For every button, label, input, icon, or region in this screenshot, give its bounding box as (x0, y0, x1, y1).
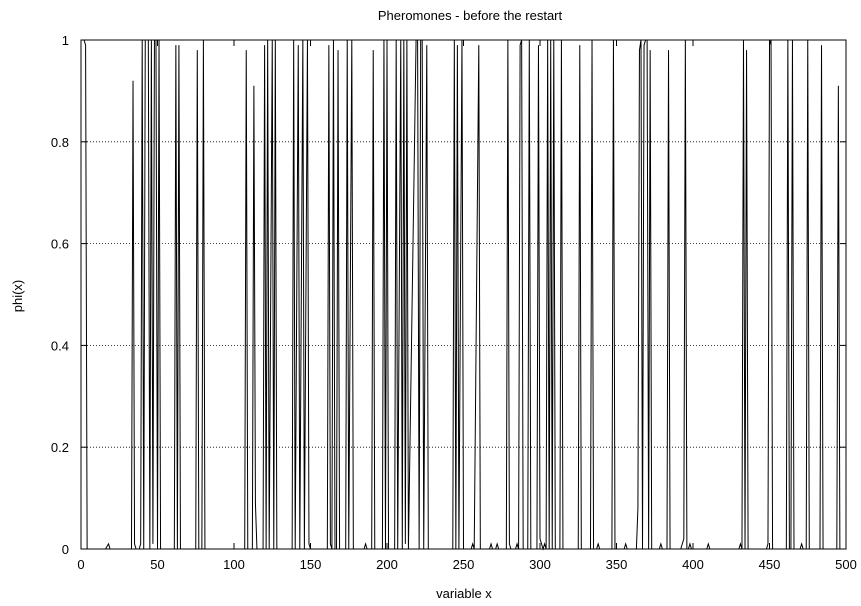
y-tick-label: 0.8 (51, 135, 69, 150)
x-axis-label: variable x (436, 586, 492, 601)
x-tick-label: 150 (300, 557, 322, 572)
x-tick-label: 300 (529, 557, 551, 572)
series-line-0 (81, 39, 846, 551)
y-tick-label: 0.4 (51, 338, 69, 353)
tick-labels: 0 0.2 0.4 0.6 0.8 1 0 50 100 150 200 250 300 350 400 45… (51, 33, 857, 572)
x-tick-label: 100 (223, 557, 245, 572)
x-tick-label: 50 (150, 557, 164, 572)
x-tick-label: 350 (606, 557, 628, 572)
x-tick-label: 200 (376, 557, 398, 572)
series-layer (81, 39, 846, 551)
x-tick-label: 250 (453, 557, 475, 572)
y-tick-label: 0.6 (51, 237, 69, 252)
x-tick-label: 400 (682, 557, 704, 572)
y-tick-label: 0 (62, 542, 69, 557)
x-tick-label: 0 (77, 557, 84, 572)
y-tick-label: 1 (62, 33, 69, 48)
y-tick-label: 0.2 (51, 440, 69, 455)
plot-frame (80, 39, 847, 550)
x-tick-label: 500 (835, 557, 857, 572)
x-tick-label: 450 (759, 557, 781, 572)
chart-title: Pheromones - before the restart (378, 8, 563, 23)
y-axis-label: phi(x) (10, 280, 25, 313)
